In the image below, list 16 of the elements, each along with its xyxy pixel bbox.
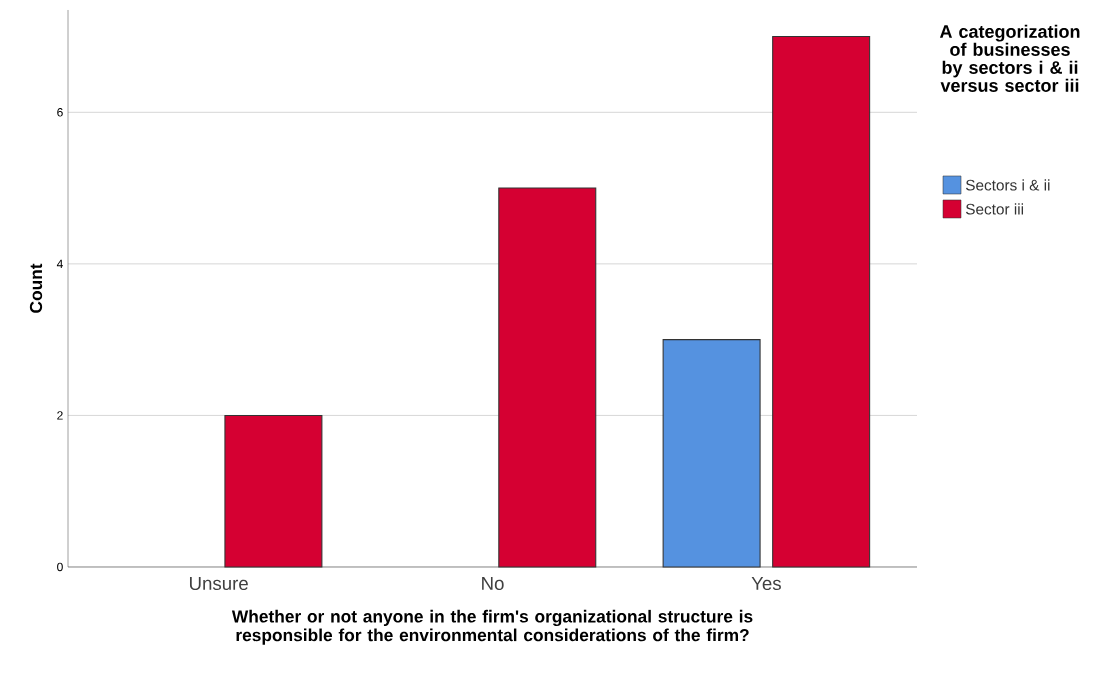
- y-tick-label: 2: [57, 411, 63, 420]
- bar: [772, 35, 871, 568]
- x-tick-label: Unsure: [190, 577, 248, 591]
- bar: [224, 414, 323, 568]
- bar: [662, 339, 761, 568]
- bar: [498, 187, 597, 568]
- x-tick-label: No: [482, 577, 504, 591]
- x-axis-title: Whether or not anyone in the firm's organizational structure is responsible for the environmental considerations of the firm?: [231, 609, 753, 645]
- y-tick-label: 6: [57, 108, 63, 117]
- x-tick-label: Yes: [751, 577, 781, 591]
- legend-label: Sector iii: [965, 203, 1024, 215]
- y-tick-label: 4: [56, 259, 63, 268]
- legend-label: Sectors i & ii: [965, 179, 1050, 191]
- y-axis-title: Count: [29, 263, 43, 313]
- y-tick-label: 0: [57, 562, 63, 572]
- legend-title: A categorization of businesses by sectors i & ii versus sector iii: [939, 24, 1080, 92]
